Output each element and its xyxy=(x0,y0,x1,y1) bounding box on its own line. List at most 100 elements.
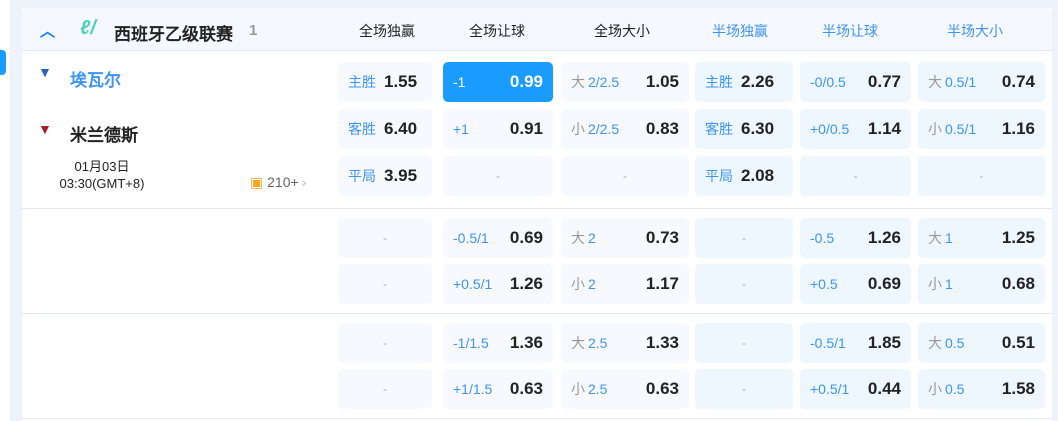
odds-value: 0.73 xyxy=(645,228,679,247)
over-under-prefix: 大 xyxy=(928,74,942,90)
odds-value: 0.63 xyxy=(509,379,543,398)
odds-cell[interactable]: 大 2 0.73 xyxy=(561,218,689,258)
odds-value: 1.16 xyxy=(1001,119,1035,138)
odds-cell-empty: - xyxy=(561,156,689,196)
odds-cell[interactable]: 小 0.5 1.58 xyxy=(918,369,1045,409)
over-under-prefix: 小 xyxy=(571,381,585,397)
odds-value: 1.26 xyxy=(867,228,901,247)
column-header: 全场大小 xyxy=(594,23,650,39)
odds-cell[interactable]: 平局 3.95 xyxy=(338,156,432,196)
odds-value: 1.36 xyxy=(509,333,543,352)
empty-odds: - xyxy=(742,231,746,245)
odds-cell[interactable]: 大 1 1.25 xyxy=(918,218,1045,258)
odds-label: 0.5 xyxy=(945,335,965,351)
odds-cell[interactable]: -1 0.99 xyxy=(443,62,553,102)
odds-label: 主胜 xyxy=(348,74,376,90)
odds-label: +1 xyxy=(453,121,469,137)
odds-cell[interactable]: 小 0.5/1 1.16 xyxy=(918,109,1045,149)
home-team-crest-icon: ▼ xyxy=(38,64,52,80)
league-name[interactable]: 西班牙乙级联赛 xyxy=(114,25,233,44)
odds-cell[interactable]: +0.5 0.69 xyxy=(800,264,911,304)
odds-value: 0.69 xyxy=(509,228,543,247)
odds-label: 平局 xyxy=(348,168,376,184)
over-under-prefix: 大 xyxy=(928,335,942,351)
odds-label: -0.5/1 xyxy=(453,230,489,246)
away-team-name[interactable]: 米兰德斯 xyxy=(70,126,138,145)
markets-clock-icon: ▣ xyxy=(250,174,264,190)
column-header: 半场让球 xyxy=(822,23,878,39)
odds-label: -0/0.5 xyxy=(810,74,846,90)
odds-value: 1.85 xyxy=(867,333,901,352)
odds-cell[interactable]: 大 0.5 0.51 xyxy=(918,323,1045,363)
empty-odds: - xyxy=(496,169,500,183)
odds-label: +0/0.5 xyxy=(810,121,850,137)
empty-odds: - xyxy=(383,336,387,350)
odds-cell[interactable]: 小 2.5 0.63 xyxy=(561,369,689,409)
odds-cell[interactable]: +0/0.5 1.14 xyxy=(800,109,911,149)
over-under-prefix: 小 xyxy=(571,121,585,137)
odds-label: 0.5/1 xyxy=(945,74,977,90)
odds-cell[interactable]: -0.5/1 0.69 xyxy=(443,218,553,258)
over-under-prefix: 小 xyxy=(928,121,942,137)
odds-value: 1.58 xyxy=(1001,379,1035,398)
left-sidebar-edge xyxy=(0,0,10,421)
odds-cell-empty: - xyxy=(918,156,1045,196)
odds-value: 0.99 xyxy=(509,72,543,91)
odds-cell[interactable]: 小 2/2.5 0.83 xyxy=(561,109,689,149)
column-header: 全场独赢 xyxy=(359,23,415,39)
odds-cell[interactable]: +0.5/1 0.44 xyxy=(800,369,911,409)
odds-cell[interactable]: -1/1.5 1.36 xyxy=(443,323,553,363)
odds-cell[interactable]: 平局 2.08 xyxy=(695,156,793,196)
odds-value: 0.83 xyxy=(645,119,679,138)
odds-value: 1.55 xyxy=(384,72,418,91)
odds-label: +0.5/1 xyxy=(810,381,850,397)
odds-cell[interactable]: -0.5 1.26 xyxy=(800,218,911,258)
odds-cell[interactable]: +1 0.91 xyxy=(443,109,553,149)
home-team-name[interactable]: 埃瓦尔 xyxy=(70,71,121,90)
odds-label: 1 xyxy=(945,276,953,292)
odds-label: 2.5 xyxy=(588,335,608,351)
odds-label: 2.5 xyxy=(588,381,608,397)
over-under-prefix: 大 xyxy=(571,335,585,351)
odds-cell[interactable]: 小 1 0.68 xyxy=(918,264,1045,304)
more-markets-link[interactable]: ▣ 210+ › xyxy=(250,174,306,191)
sidebar-active-indicator xyxy=(0,50,6,75)
odds-value: 1.05 xyxy=(645,72,679,91)
over-under-prefix: 小 xyxy=(571,276,585,292)
match-time: 03:30(GMT+8) xyxy=(59,176,145,191)
odds-label: +1/1.5 xyxy=(453,381,493,397)
odds-cell[interactable]: 大 2/2.5 1.05 xyxy=(561,62,689,102)
odds-label: 客胜 xyxy=(705,121,733,137)
odds-cell[interactable]: -0/0.5 0.77 xyxy=(800,62,911,102)
divider xyxy=(22,208,1052,209)
odds-value: 0.63 xyxy=(645,379,679,398)
odds-value: 1.14 xyxy=(867,119,901,138)
odds-cell[interactable]: 主胜 2.26 xyxy=(695,62,793,102)
odds-cell[interactable]: 主胜 1.55 xyxy=(338,62,432,102)
odds-cell[interactable]: 客胜 6.30 xyxy=(695,109,793,149)
odds-cell[interactable]: 小 2 1.17 xyxy=(561,264,689,304)
odds-value: 0.77 xyxy=(867,72,901,91)
chevron-up-icon[interactable]: ︿ xyxy=(40,23,56,40)
odds-cell-empty: - xyxy=(338,218,432,258)
odds-cell[interactable]: +0.5/1 1.26 xyxy=(443,264,553,304)
over-under-prefix: 大 xyxy=(571,230,585,246)
odds-value: 1.26 xyxy=(509,274,543,293)
odds-value: 0.69 xyxy=(867,274,901,293)
odds-cell-empty: - xyxy=(443,156,553,196)
odds-cell[interactable]: +1/1.5 0.63 xyxy=(443,369,553,409)
divider xyxy=(22,313,1052,314)
odds-label: 1 xyxy=(945,230,953,246)
league-header: ︿ ℓ/ 西班牙乙级联赛 1 全场独赢 全场让球 全场大小 半场独赢 半场让球 半场大小 xyxy=(22,8,1052,51)
divider xyxy=(22,418,1052,419)
odds-value: 6.30 xyxy=(741,119,775,138)
odds-label: 2 xyxy=(588,230,596,246)
odds-cell[interactable]: 大 2.5 1.33 xyxy=(561,323,689,363)
odds-label: +0.5 xyxy=(810,276,838,292)
odds-cell[interactable]: 大 0.5/1 0.74 xyxy=(918,62,1045,102)
odds-label: +0.5/1 xyxy=(453,276,493,292)
odds-label: 0.5/1 xyxy=(945,121,977,137)
odds-cell-empty: - xyxy=(695,369,793,409)
odds-cell[interactable]: -0.5/1 1.85 xyxy=(800,323,911,363)
odds-cell[interactable]: 客胜 6.40 xyxy=(338,109,432,149)
